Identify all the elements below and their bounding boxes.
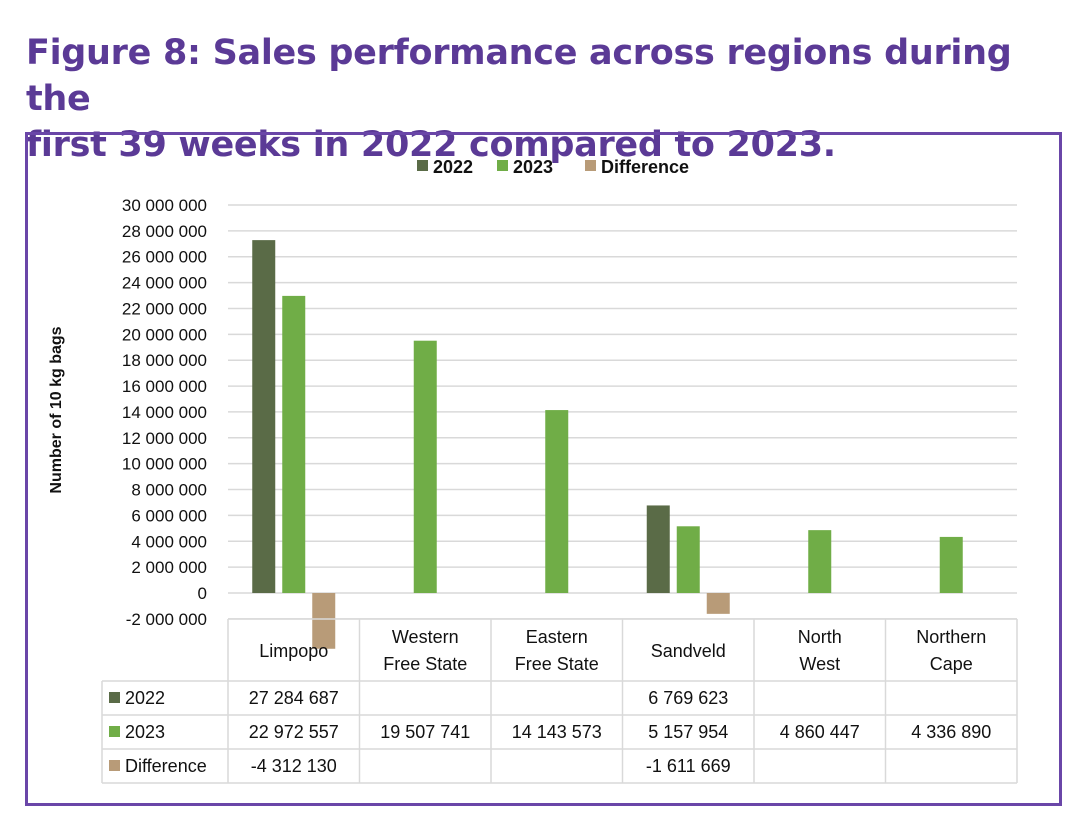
y-tick-label: -2 000 000 [126, 610, 207, 629]
category-label-line: Western [392, 627, 459, 647]
bar-2022-sandveld [646, 505, 670, 593]
y-axis-label: Number of 10 kg bags [48, 326, 65, 493]
y-tick-label: 30 000 000 [122, 196, 207, 215]
y-tick-label: 14 000 000 [122, 403, 207, 422]
y-tick-label: 16 000 000 [122, 377, 207, 396]
category-label-line: Eastern [526, 627, 588, 647]
bar-2023-northern-cape [939, 536, 963, 593]
category-label-line: North [798, 627, 842, 647]
bar-difference-limpopo [312, 593, 336, 649]
legend-swatch [417, 160, 428, 171]
category-label: North West [798, 627, 842, 674]
category-label-line: Free State [515, 654, 599, 674]
y-tick-label: 12 000 000 [122, 429, 207, 448]
table-cell-value: -4 312 130 [251, 756, 337, 776]
figure-title-line-1: Figure 8: Sales performance across regio… [26, 33, 1012, 119]
category-label-line: Free State [383, 654, 467, 674]
bars [252, 240, 963, 649]
legend-label: 2023 [513, 157, 553, 177]
figure-title-line-2: first 39 weeks in 2022 compared to 2023. [26, 125, 836, 165]
y-tick-label: 4 000 000 [131, 532, 207, 551]
category-label-line: Northern [916, 627, 986, 647]
gridlines [228, 204, 1017, 620]
table-cell-value: 4 860 447 [780, 722, 860, 742]
category-label: Eastern Free State [515, 627, 599, 674]
legend-label: 2022 [433, 157, 473, 177]
row-label: 2022 [125, 688, 165, 708]
y-tick-label: 18 000 000 [122, 351, 207, 370]
bar-2023-north-west [808, 530, 832, 593]
y-tick-label: 10 000 000 [122, 455, 207, 474]
table-cell-value: 4 336 890 [911, 722, 991, 742]
category-label: Western Free State [383, 627, 467, 674]
bar-2023-sandveld [676, 526, 700, 593]
legend-swatch [585, 160, 596, 171]
bar-difference-sandveld [706, 593, 730, 614]
bar-2023-eastern-free-state [545, 410, 569, 593]
row-legend-swatch [109, 760, 120, 771]
legend-item-2022: 2022 [417, 157, 473, 177]
table-row-2023: 2023 22 972 557 19 507 741 14 143 573 5 157 … [109, 722, 991, 742]
legend-label: Difference [601, 157, 689, 177]
table-row-difference: Difference -4 312 130 -1 611 669 [109, 756, 731, 776]
y-tick-label: 6 000 000 [131, 506, 207, 525]
y-tick-label: 26 000 000 [122, 248, 207, 267]
chart-frame [25, 132, 1062, 806]
y-axis-ticks: -2 000 000 0 2 000 000 4 000 000 6 000 000 8 … [122, 196, 207, 629]
category-label-line: Limpopo [259, 641, 328, 661]
category-label-line: West [799, 654, 840, 674]
category-label: Sandveld [651, 641, 726, 661]
bar-2022-limpopo [252, 240, 276, 593]
data-table: Limpopo Western Free State Eastern Free Stat… [101, 618, 1018, 784]
category-label-line: Sandveld [651, 641, 726, 661]
table-cell-value: 5 157 954 [648, 722, 728, 742]
y-tick-label: 24 000 000 [122, 274, 207, 293]
table-cell-value: 27 284 687 [249, 688, 339, 708]
table-row-2022: 2022 27 284 687 6 769 623 [109, 688, 728, 708]
legend-item-difference: Difference [585, 157, 689, 177]
table-cell-value: 14 143 573 [512, 722, 602, 742]
row-legend-swatch [109, 692, 120, 703]
bar-2023-limpopo [282, 295, 306, 593]
category-label-line: Cape [930, 654, 973, 674]
y-tick-label: 2 000 000 [131, 558, 207, 577]
row-label: 2023 [125, 722, 165, 742]
y-tick-label: 0 [198, 584, 207, 603]
y-tick-label: 28 000 000 [122, 222, 207, 241]
table-cell-value: -1 611 669 [646, 756, 731, 776]
category-label: Limpopo [259, 641, 328, 661]
legend-item-2023: 2023 [497, 157, 553, 177]
table-cell-value: 6 769 623 [648, 688, 728, 708]
table-cell-value: 19 507 741 [380, 722, 470, 742]
y-tick-label: 8 000 000 [131, 481, 207, 500]
legend: 2022 2023 Difference [417, 157, 689, 177]
y-tick-label: 22 000 000 [122, 299, 207, 318]
row-label: Difference [125, 756, 207, 776]
bar-2023-western-free-state [413, 340, 437, 593]
legend-swatch [497, 160, 508, 171]
category-label: Northern Cape [916, 627, 986, 674]
figure-title: Figure 8: Sales performance across regio… [26, 30, 1076, 168]
y-tick-label: 20 000 000 [122, 325, 207, 344]
table-cell-value: 22 972 557 [249, 722, 339, 742]
row-legend-swatch [109, 726, 120, 737]
